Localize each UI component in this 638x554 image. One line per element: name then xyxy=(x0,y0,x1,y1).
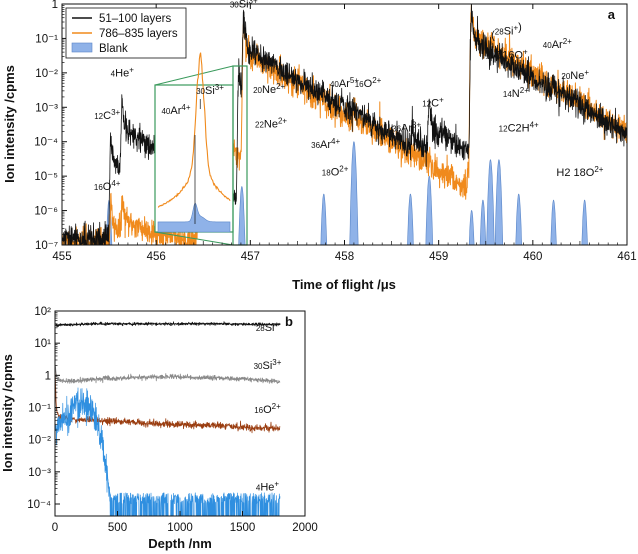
blank-peak xyxy=(485,159,496,245)
x-tick-label-b: 2000 xyxy=(292,522,318,534)
y-tick-label-b: 10² xyxy=(34,306,51,318)
x-tick-label-a: 460 xyxy=(523,251,542,263)
profile-28si xyxy=(55,321,281,328)
peak-label: 14N2+ xyxy=(503,86,529,100)
legend-swatch-blank xyxy=(71,42,93,53)
legend: 51–100 layers 786–835 layers Blank xyxy=(65,7,187,59)
series-blank xyxy=(104,141,590,245)
peak-label: 40Ar2+ xyxy=(543,37,572,51)
y-tick-label-b: 10⁻³ xyxy=(28,467,51,479)
x-tick-label-a: 461 xyxy=(617,251,636,263)
profile-4he xyxy=(55,387,281,516)
blank-peak xyxy=(466,209,477,245)
panel-label-b: b xyxy=(285,314,293,329)
profile-30si3 xyxy=(55,363,281,384)
panel-b: 0 500 1000 1500 2000 10⁻⁴ 10⁻³ 10⁻² 10⁻¹ 1 10¹ 10²… xyxy=(0,306,318,551)
legend-label-blank: Blank xyxy=(99,43,128,55)
depth-profile-series xyxy=(55,321,281,516)
blank-peak xyxy=(477,199,488,245)
blank-peak xyxy=(513,193,524,245)
y-tick-label-b: 10⁻⁴ xyxy=(27,499,51,511)
peak-label: 12C16O+ xyxy=(485,47,528,61)
x-tick-label-a: 457 xyxy=(241,251,260,263)
peak-label: 36Ar4+ xyxy=(311,137,340,151)
blank-peak xyxy=(318,193,329,245)
y-tick-label-b: 10⁻¹ xyxy=(28,403,51,415)
x-tick-label-b: 1000 xyxy=(167,522,193,534)
y-tick-label-b: 1 xyxy=(45,370,51,382)
peak-label: 18O2+ xyxy=(322,164,349,178)
x-tick-label-a: 458 xyxy=(335,251,354,263)
peak-label: 20Ne+ xyxy=(561,68,589,82)
peak-label: 40Ar5+ xyxy=(330,76,359,90)
peak-label: H2 18O2+ xyxy=(556,165,603,179)
peak-label: 12C+ xyxy=(422,96,444,110)
peak-label: 30Si3+ xyxy=(196,83,224,97)
y-ticks-a: 10⁻⁷ 10⁻⁶ 10⁻⁵ 10⁻⁴ 10⁻³ 10⁻² 10⁻¹ 1 xyxy=(34,0,67,252)
inset-orange-line xyxy=(157,52,231,208)
legend-label-786-835: 786–835 layers xyxy=(99,28,178,40)
peak-label: 12C3+ xyxy=(94,108,120,122)
y-tick-label-b: 10¹ xyxy=(34,338,51,350)
blank-peak xyxy=(236,185,247,245)
peak-label: 16O2+ xyxy=(355,76,382,90)
blank-peak xyxy=(424,175,435,245)
peak-label: 22Ne2+ xyxy=(255,116,287,130)
x-tick-label-a: 456 xyxy=(147,251,166,263)
y-ticks-b: 10⁻⁴ 10⁻³ 10⁻² 10⁻¹ 1 10¹ 10² xyxy=(27,306,60,511)
panel-label-a: a xyxy=(608,7,616,22)
profile-label: 16O2+ xyxy=(254,402,281,416)
blank-peak xyxy=(579,199,590,245)
series-labels-b: 28Si+ 30Si3+ 16O2+ 4He+ xyxy=(254,320,282,493)
peak-label: 12C2H4+ xyxy=(499,121,539,135)
y-tick-label-a: 10⁻⁴ xyxy=(34,137,58,149)
x-axis-label-b: Depth /nm xyxy=(148,536,212,551)
inset-zoom xyxy=(154,52,248,246)
y-tick-label-a: 10⁻¹ xyxy=(35,33,58,45)
panel-a: 455 456 457 458 459 460 461 10⁻⁷10⁻⁶10⁻⁵10⁻⁴10… xyxy=(2,0,637,292)
x-ticks-a: 455 456 457 458 459 460 461 xyxy=(52,4,637,263)
y-tick-label-a: 10⁻⁷ xyxy=(35,240,58,252)
x-tick-label-b: 500 xyxy=(108,522,127,534)
peak-label: 30Si3+ xyxy=(230,0,258,11)
y-tick-label-a: 10⁻⁵ xyxy=(34,171,58,183)
blank-peak xyxy=(348,141,359,245)
peak-annotations: 16O4+ 12C3+ 4He+ 40Ar4+ 30Si3+ 30Si3+ 20Ne2+ 22… xyxy=(94,0,604,193)
inset-connector-bottom xyxy=(154,231,234,246)
x-tick-label-a: 459 xyxy=(429,251,448,263)
peak-label: 16O4+ xyxy=(94,179,121,193)
profile-label: 4He+ xyxy=(256,479,280,493)
profile-label: 30Si3+ xyxy=(254,358,282,372)
peak-label: 20Ne2+ xyxy=(253,82,285,96)
peak-label: (28Si+) xyxy=(491,21,522,41)
profile-label: 28Si+ xyxy=(256,320,280,334)
x-ticks-b: 0 500 1000 1500 2000 xyxy=(52,511,318,534)
y-axis-label-b: Ion intensity /cpms xyxy=(0,354,15,472)
x-axis-label-a: Time of flight /μs xyxy=(292,277,396,292)
y-axis-label-a: Ion intensity /cpms xyxy=(2,65,17,183)
legend-label-51-100: 51–100 layers xyxy=(99,13,171,25)
x-tick-label-a: 455 xyxy=(52,251,71,263)
blank-peak xyxy=(405,193,416,245)
x-tick-label-b: 1500 xyxy=(230,522,256,534)
y-tick-label-a: 10⁻² xyxy=(35,68,58,80)
peak-label: 40Ar4+ xyxy=(161,103,190,117)
peak-label: 36Ar3+ xyxy=(392,121,421,135)
blank-peak xyxy=(493,159,504,245)
y-tick-label-a: 10⁻⁶ xyxy=(34,206,58,218)
inset-connector-top xyxy=(154,65,234,86)
blank-peak xyxy=(548,199,559,245)
x-tick-label-b: 0 xyxy=(52,522,58,534)
y-tick-label-a: 10⁻³ xyxy=(35,102,58,114)
y-tick-label-a: 1 xyxy=(52,0,58,11)
peak-label: 4He+ xyxy=(111,65,135,79)
y-tick-label-b: 10⁻² xyxy=(28,435,51,447)
